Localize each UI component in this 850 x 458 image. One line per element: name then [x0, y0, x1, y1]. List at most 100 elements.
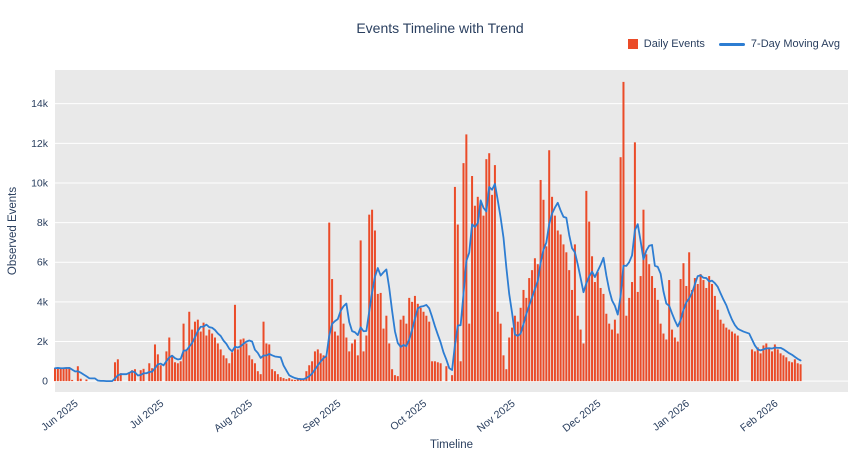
- daily-events-bar: [293, 379, 296, 382]
- daily-events-bar: [728, 329, 731, 382]
- daily-events-bar: [433, 361, 436, 382]
- daily-events-bar: [396, 376, 399, 382]
- daily-events-bar: [613, 319, 616, 382]
- daily-events-bar: [425, 315, 428, 382]
- daily-events-bar: [56, 367, 59, 382]
- daily-events-bar: [582, 343, 585, 382]
- daily-events-bar: [85, 379, 88, 382]
- daily-events-bar: [493, 165, 496, 382]
- daily-events-bar: [439, 363, 442, 382]
- daily-events-bar: [636, 291, 639, 382]
- daily-events-bar: [348, 351, 351, 382]
- daily-events-bar: [379, 292, 382, 382]
- x-axis-title: Timeline: [430, 439, 473, 451]
- daily-events-bar: [362, 351, 365, 382]
- y-tick-label: 10k: [31, 177, 49, 189]
- daily-events-bar: [322, 355, 325, 382]
- daily-events-bar: [133, 369, 136, 382]
- daily-events-bar: [291, 379, 294, 382]
- daily-events-bar: [205, 335, 208, 382]
- daily-events-bar: [471, 176, 474, 382]
- daily-events-bar: [759, 353, 762, 382]
- daily-events-bar: [488, 153, 491, 382]
- daily-events-bar: [131, 370, 134, 382]
- daily-events-bar: [685, 285, 688, 382]
- daily-events-bar: [219, 349, 222, 382]
- daily-events-bar: [245, 343, 248, 382]
- daily-events-bar: [611, 329, 614, 382]
- daily-events-bar: [345, 337, 348, 382]
- daily-events-bar: [253, 363, 256, 382]
- daily-events-bar: [333, 331, 336, 382]
- daily-events-bar: [233, 304, 236, 382]
- daily-events-bar: [625, 315, 628, 382]
- daily-events-bar: [388, 343, 391, 382]
- y-tick-label: 14k: [31, 98, 49, 110]
- daily-events-bar: [411, 301, 414, 382]
- daily-events-bar: [699, 274, 702, 382]
- daily-events-bar: [596, 272, 599, 382]
- daily-events-bar: [485, 159, 488, 382]
- daily-events-bar: [54, 368, 56, 382]
- daily-events-bar: [791, 362, 794, 382]
- daily-events-bar: [788, 361, 791, 382]
- daily-events-bar: [228, 363, 231, 382]
- daily-events-bar: [708, 276, 711, 382]
- daily-events-bar: [65, 367, 68, 382]
- daily-events-bar: [722, 323, 725, 382]
- daily-events-bar: [216, 343, 219, 382]
- daily-events-bar: [128, 372, 131, 382]
- legend-label-daily-events: Daily Events: [643, 38, 705, 50]
- daily-events-bar: [628, 297, 631, 382]
- daily-events-bar: [356, 355, 359, 382]
- daily-events-bar: [525, 297, 528, 382]
- daily-events-bar: [593, 282, 596, 382]
- daily-events-bar: [799, 364, 802, 382]
- legend-item-daily-events[interactable]: Daily Events: [627, 38, 705, 50]
- daily-events-bar: [519, 307, 522, 382]
- legend-item-moving-avg[interactable]: 7-Day Moving Avg: [718, 38, 840, 50]
- daily-events-bar: [665, 339, 668, 382]
- x-tick-label: Jul 2025: [128, 397, 167, 431]
- legend: Daily Events 7-Day Moving Avg: [627, 38, 840, 50]
- daily-events-bar: [668, 280, 671, 382]
- daily-events-bar: [351, 343, 354, 382]
- daily-events-bar: [416, 303, 419, 382]
- daily-events-bar: [776, 349, 779, 382]
- daily-events-bar: [368, 214, 371, 382]
- daily-events-bar: [376, 293, 379, 382]
- daily-events-bar: [185, 349, 188, 382]
- daily-events-bar: [633, 142, 636, 382]
- daily-events-bar: [445, 366, 448, 382]
- daily-events-bar: [731, 331, 734, 382]
- daily-events-bar: [622, 81, 625, 382]
- daily-events-bar: [265, 343, 268, 382]
- daily-events-bar: [591, 256, 594, 382]
- daily-events-bar: [599, 287, 602, 382]
- daily-events-bar: [413, 295, 416, 382]
- daily-events-bar: [402, 315, 405, 382]
- daily-events-bar: [559, 234, 562, 382]
- daily-events-bar: [719, 319, 722, 382]
- daily-events-bar: [285, 379, 288, 382]
- daily-events-bar: [602, 293, 605, 382]
- daily-events-bar: [459, 361, 462, 382]
- daily-events-bar: [616, 333, 619, 382]
- daily-events-bar: [482, 215, 485, 382]
- daily-events-bar: [465, 134, 468, 382]
- daily-events-bar: [382, 328, 385, 382]
- daily-events-bar: [325, 356, 328, 382]
- daily-events-bar: [639, 276, 642, 382]
- daily-events-bar: [431, 361, 434, 382]
- daily-events-bar: [765, 343, 768, 382]
- daily-events-bar: [236, 349, 239, 382]
- daily-events-bar: [119, 373, 122, 382]
- daily-events-bar: [296, 379, 299, 382]
- daily-events-bar: [211, 333, 214, 382]
- daily-events-bar: [679, 279, 682, 382]
- daily-events-bar: [785, 357, 788, 382]
- x-tick-label: Jan 2026: [650, 397, 692, 433]
- daily-events-bar: [648, 264, 651, 382]
